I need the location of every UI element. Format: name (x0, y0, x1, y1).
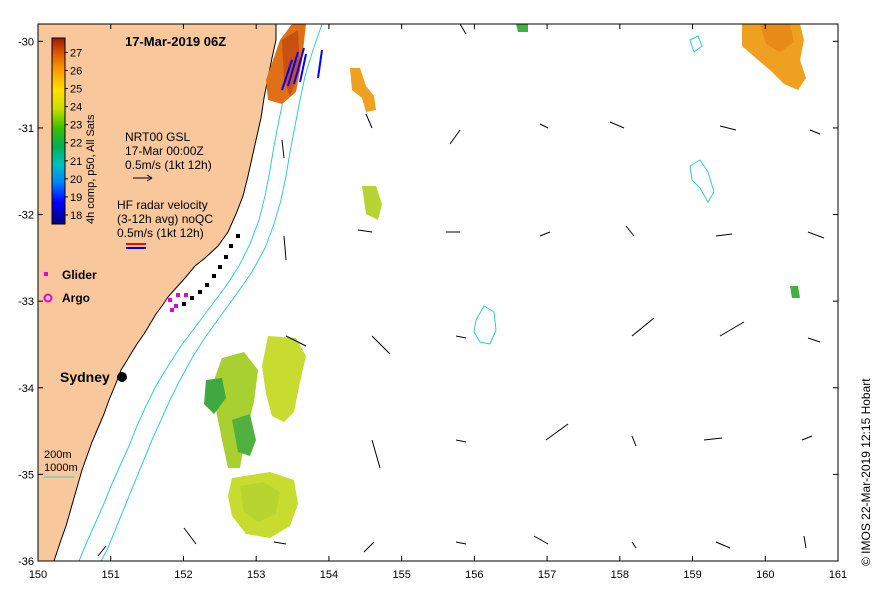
radar-legend-line-2: (3-12h avg) noQC (117, 212, 213, 226)
contour-200m (78, 24, 306, 561)
x-tick-label: 157 (538, 569, 556, 581)
x-tick-label: 159 (683, 569, 701, 581)
glider-legend-label: Glider (62, 268, 97, 282)
x-tick-label: 156 (465, 569, 483, 581)
y-tick-label: -36 (18, 556, 34, 568)
land-mass (38, 24, 277, 561)
gsl-current-vectors (97, 24, 825, 557)
contour-legend-1000m: 1000m (44, 462, 78, 474)
x-tick-label: 150 (29, 569, 47, 581)
colorbar (51, 37, 66, 225)
credit-text: © IMOS 22-Mar-2019 12:15 Hobart (859, 378, 873, 566)
x-tick-label: 160 (756, 569, 774, 581)
eddy-contour (689, 35, 703, 53)
contour-1000m (100, 24, 323, 561)
argo-track (182, 234, 240, 306)
colorbar-tick-label: 27 (70, 47, 82, 59)
glider-positions (168, 293, 188, 312)
sst-cool-patches (204, 24, 800, 538)
x-tick-label: 158 (611, 569, 629, 581)
x-tick-label: 153 (247, 569, 265, 581)
gsl-legend-arrowhead (146, 174, 153, 182)
x-tick-label: 151 (102, 569, 120, 581)
y-axis: -30 -31 -32 -33 -34 -35 -36 (18, 36, 838, 568)
x-tick-label: 155 (392, 569, 410, 581)
colorbar-label: 4h comp, p50, All Sats (85, 114, 97, 224)
radar-legend-line-1: HF radar velocity (117, 198, 208, 212)
argo-legend-icon (43, 293, 53, 303)
y-tick-label: -35 (18, 469, 34, 481)
colorbar-tick-label: 20 (70, 174, 82, 186)
glider-legend-icon (44, 272, 48, 276)
y-tick-label: -34 (18, 383, 34, 395)
x-tick-label: 154 (320, 569, 338, 581)
colorbar-tick-label: 25 (70, 84, 82, 96)
x-tick-label: 152 (174, 569, 192, 581)
x-axis: 150 151 152 153 154 155 156 157 158 159 160 161 (29, 24, 847, 581)
eddy-contour (689, 159, 715, 203)
colorbar-tick-label: 24 (70, 102, 82, 114)
gsl-legend-line-3: 0.5m/s (1kt 12h) (125, 158, 212, 172)
colorbar-tick-label: 26 (70, 66, 82, 78)
contour-legend-200m: 200m (44, 449, 72, 461)
colorbar-tick-label: 18 (70, 210, 82, 222)
colorbar-tick-label: 22 (70, 138, 82, 150)
y-tick-label: -31 (18, 123, 34, 135)
gsl-legend-line-2: 17-Mar 00:00Z (125, 144, 204, 158)
radar-legend-line-3: 0.5m/s (1kt 12h) (117, 226, 204, 240)
colorbar-tick-label: 19 (70, 192, 82, 204)
hf-radar-vectors (281, 47, 323, 91)
argo-legend-label: Argo (62, 291, 90, 305)
colorbar-tick-label: 23 (70, 120, 82, 132)
colorbar-ticks: 27 26 25 24 23 22 21 20 19 18 (65, 47, 82, 222)
colorbar-tick-label: 21 (70, 156, 82, 168)
map-title: 17-Mar-2019 06Z (125, 34, 226, 49)
eddy-contour (473, 305, 497, 345)
y-tick-label: -32 (18, 210, 34, 222)
y-tick-label: -30 (18, 36, 34, 48)
plot-frame (37, 23, 839, 562)
x-tick-label: 161 (829, 569, 847, 581)
y-tick-label: -33 (18, 296, 34, 308)
gsl-legend-line-1: NRT00 GSL (125, 130, 190, 144)
sydney-label: Sydney (60, 369, 110, 385)
sydney-marker (117, 372, 127, 382)
